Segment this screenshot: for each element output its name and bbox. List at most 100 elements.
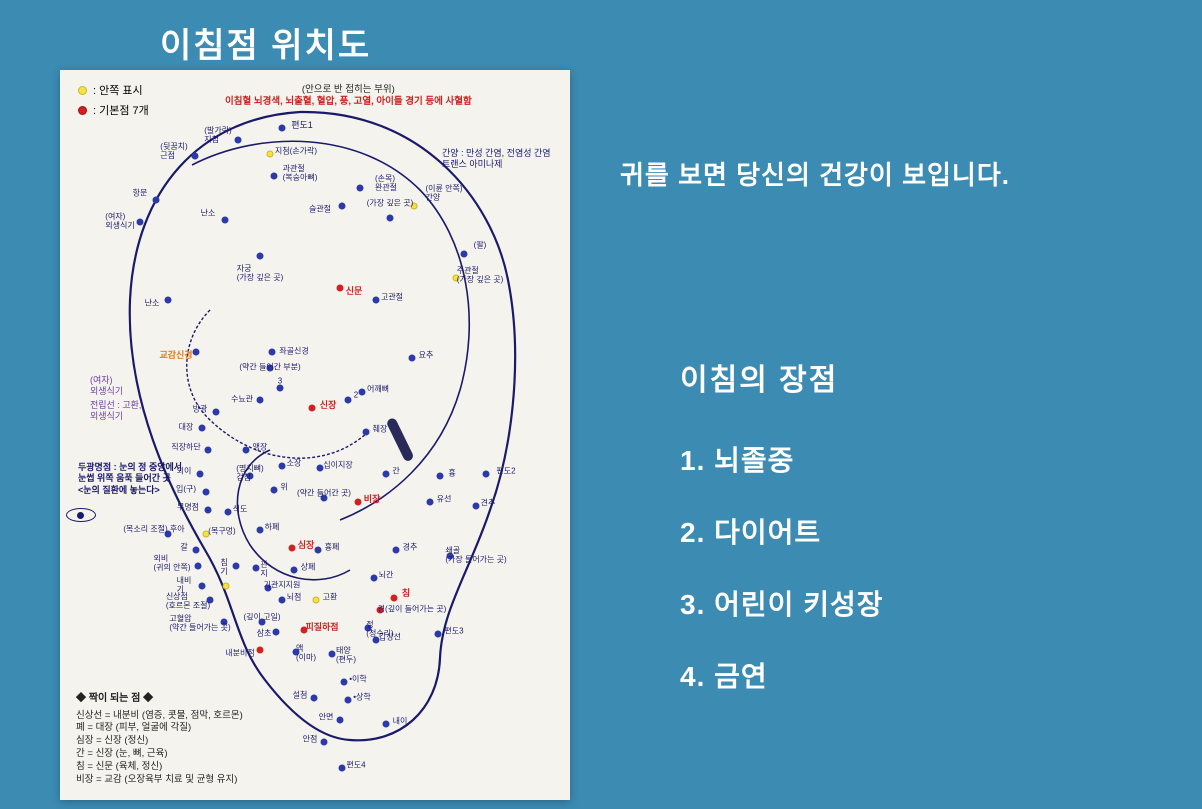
acupoint-label: 설첨	[293, 692, 308, 701]
acupoint-label: 하폐	[265, 524, 280, 533]
benefit-item: 4. 금연	[680, 655, 883, 695]
acupoint-dot	[383, 721, 390, 728]
acupoint-label: 대장	[179, 424, 194, 433]
acupoint-label: 방광	[193, 406, 208, 415]
acupoint-label: 3	[278, 378, 282, 387]
acupoint-dot	[291, 567, 298, 574]
pairs-block: ◆ 짝이 되는 점 ◆ 신상선 = 내분비 (염증, 콧물, 점막, 호르몬) …	[76, 692, 243, 786]
acupoint-label: 내분비점	[225, 650, 254, 659]
acupoint-dot	[267, 151, 274, 158]
acupoint-dot	[222, 217, 229, 224]
acupoint-label: •상학	[353, 694, 371, 703]
acupoint-label: 수뇨관	[231, 396, 253, 405]
acupoint-dot	[363, 429, 370, 436]
page-subtitle: 귀를 보면 당신의 건강이 보입니다.	[620, 155, 1010, 192]
acupoint-label: 신장	[320, 401, 337, 411]
note-frontline: 전립선 : 고환,외생식기	[90, 400, 141, 423]
acupoint-label: 요추	[419, 352, 434, 361]
acupoint-label: 태양(편두)	[336, 647, 356, 665]
acupoint-dot	[391, 595, 398, 602]
acupoint-dot	[473, 503, 480, 510]
acupoint-label: 경(깊이 들어가는 곳)	[378, 606, 447, 615]
acupoint-dot	[193, 547, 200, 554]
pairs-line: 간 = 신장 (눈, 뼈, 근육)	[76, 748, 243, 761]
benefit-item: 3. 어린이 키성장	[680, 583, 883, 623]
acupoint-dot	[339, 203, 346, 210]
acupoint-dot	[341, 679, 348, 686]
acupoint-dot	[311, 695, 318, 702]
acupoint-label: 안면	[319, 714, 334, 723]
acupoint-label: (여자)외생식기	[105, 213, 134, 231]
acupoint-label: 침	[402, 589, 410, 599]
acupoint-label: 입(구)	[176, 486, 196, 495]
acupoint-label: 편도1	[291, 121, 313, 131]
acupoint-label: 간	[392, 468, 399, 477]
acupoint-label: (약간 들어간 곳)	[297, 490, 351, 499]
acupoint-label: 심장	[298, 541, 315, 551]
acupoint-label: 뇌점	[287, 594, 302, 603]
acupoint-label: (이륜 안쪽)간양	[426, 185, 463, 203]
pairs-line: 심장 = 신장 (정신)	[76, 735, 243, 748]
acupoint-label: 지첨(손가락)	[275, 148, 317, 157]
acupoint-dot	[197, 471, 204, 478]
acupoint-label: 비장	[364, 495, 381, 505]
acupoint-label: 자궁(가장 깊은 곳)	[237, 265, 284, 283]
acupoint-dot	[271, 487, 278, 494]
acupoint-label: 뇌간	[379, 572, 394, 581]
acupoint-label: (명치뼈)검첨	[236, 465, 263, 483]
acupoint-dot	[273, 629, 280, 636]
acupoint-label: •이학	[349, 676, 367, 685]
acupoint-label: 상폐	[301, 564, 316, 573]
acupoint-dot	[233, 563, 240, 570]
acupoint-label: 과관절(복숭아뼈)	[283, 165, 318, 183]
acupoint-dot	[257, 647, 264, 654]
acupoint-dot	[321, 739, 328, 746]
acupoint-label: (약간 들어간 부분)	[239, 364, 300, 373]
acupoint-dot	[329, 651, 336, 658]
acupoint-label: 췌장	[373, 426, 388, 435]
acupoint-label: (목구멍)	[208, 528, 235, 537]
acupoint-label: 난소	[145, 300, 160, 309]
acupoint-dot	[359, 389, 366, 396]
acupoint-dot	[243, 447, 250, 454]
benefit-item: 2. 다이어트	[680, 511, 883, 551]
acupoint-label: 편도3	[444, 628, 463, 637]
acupoint-dot	[461, 251, 468, 258]
acupoint-label: 기관지지원	[264, 582, 301, 591]
acupoint-label: 유선	[437, 496, 452, 505]
acupoint-dot	[409, 355, 416, 362]
acupoint-label: 삼초	[257, 630, 272, 639]
acupoint-dot	[193, 349, 200, 356]
acupoint-dot	[279, 597, 286, 604]
acupoint-dot	[313, 597, 320, 604]
page-title: 이침점 위치도	[160, 18, 371, 67]
acupoint-label: 흉	[448, 470, 455, 479]
acupoint-label: 맹장	[253, 444, 268, 453]
acupoint-label: 교감신경	[159, 351, 192, 361]
acupoint-dot	[355, 499, 362, 506]
benefits-block: 이침의 장점 1. 뇌졸중 2. 다이어트 3. 어린이 키성장 4. 금연	[680, 355, 883, 727]
acupoint-label: 관지	[260, 561, 267, 579]
note-left-purple: (여자)외생식기	[90, 375, 123, 398]
acupoint-label: 외비(귀의 안쪽)	[154, 555, 191, 573]
acupoint-dot	[225, 509, 232, 516]
acupoint-label: 슬관절	[309, 206, 331, 215]
acupoint-dot	[257, 253, 264, 260]
acupoint-label: 난소	[201, 210, 216, 219]
acupoint-dot	[205, 447, 212, 454]
pairs-line: 신상선 = 내분비 (염증, 콧물, 점막, 호르몬)	[76, 710, 243, 723]
pairs-line: 침 = 신문 (육체, 정신)	[76, 761, 243, 774]
acupoint-label: 갈	[180, 544, 187, 553]
acupoint-dot	[271, 173, 278, 180]
acupoint-label: 직장하단	[171, 444, 200, 453]
acupoint-dot	[192, 153, 199, 160]
acupoint-dot	[199, 583, 206, 590]
acupoint-label: 십이지장	[323, 462, 352, 471]
acupoint-label: 피질하점	[305, 623, 338, 633]
acupoint-dot	[337, 717, 344, 724]
acupoint-dot	[357, 185, 364, 192]
benefits-heading: 이침의 장점	[680, 355, 883, 399]
eye-icon	[66, 508, 96, 522]
acupoint-dot	[309, 405, 316, 412]
acupoint-label: 식도	[233, 506, 248, 515]
